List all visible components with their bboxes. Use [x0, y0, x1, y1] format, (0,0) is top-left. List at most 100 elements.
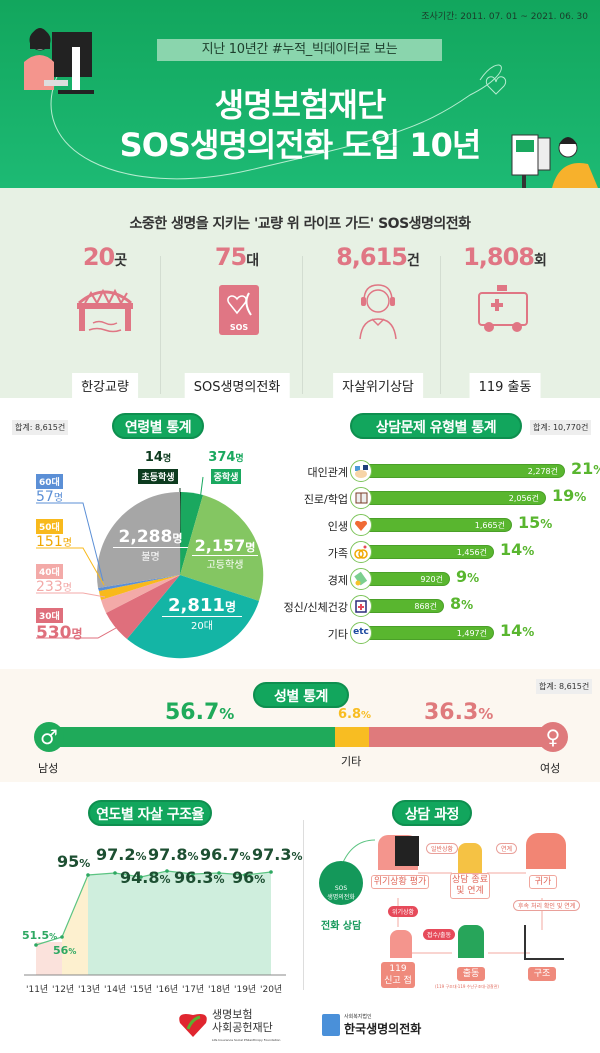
process-rescue: 구조 — [528, 967, 556, 981]
process-dispatch-note: (119 구조대·119 수난구조대·경찰관) — [435, 984, 499, 989]
monitor-icon — [395, 836, 419, 866]
rescue-value-2019: 96% — [232, 868, 266, 887]
rescue-value-2016: 97.8% — [148, 845, 199, 864]
counselor-headset-icon — [359, 284, 397, 340]
book-icon — [350, 487, 372, 509]
stat-bridges: 20곳 한강교량 — [45, 243, 165, 398]
stat-label: SOS생명의전화 — [184, 373, 290, 398]
sos-phone-icon: SOS — [219, 285, 259, 335]
year-label: '12년 — [52, 985, 75, 995]
problem-label: 경제 — [327, 574, 348, 587]
stat-unit: 회 — [534, 253, 547, 269]
counselor-illustration — [24, 28, 94, 94]
rescue-value-2020: 97.3% — [252, 845, 303, 864]
female-label: 여성 — [540, 762, 561, 775]
stat-value: 20 — [82, 243, 115, 271]
lifeline-korea-small: 사회복지법인 — [344, 1014, 372, 1020]
money-icon — [350, 568, 372, 590]
header-title-line1: 생명보험재단 — [214, 86, 387, 124]
rescue-scene-illustration — [524, 925, 564, 960]
age-label-40s: 40대 233명 — [36, 560, 72, 595]
age-label-elementary: 14명 초등학생 — [138, 450, 178, 484]
rescue-rate-line-chart — [24, 869, 286, 976]
year-label: '19년 — [234, 985, 257, 995]
rescue-value-2011: 51.5% — [22, 929, 58, 942]
problem-label: 기타 — [327, 628, 348, 641]
age-label-middle: 374명 중학생 — [208, 450, 244, 484]
header-banner: 조사기간: 2011. 07. 01 ~ 2021. 06. 30 지난 10년… — [0, 0, 600, 188]
problem-bar: 1,665건 — [360, 518, 512, 532]
age-leader-lines — [36, 476, 204, 639]
bridge-icon — [77, 288, 133, 333]
problem-bar: 920건 — [360, 572, 450, 586]
age-label-60s: 60대 57명 — [36, 470, 63, 505]
rescue-value-2017: 96.3% — [174, 868, 225, 887]
problem-bar: 1,456건 — [360, 545, 494, 559]
process-assess: 위기상황 평가 — [371, 875, 429, 889]
year-label: '20년 — [260, 985, 283, 995]
problem-pct: 14% — [500, 540, 535, 559]
process-followup-tag: 후속 처리 확인 및 연계 — [513, 900, 581, 911]
process-dispatch-tag: 접수/출동 — [423, 929, 456, 940]
problem-pct: 21% — [571, 459, 600, 478]
process-end: 상담 종료 및 연계 — [450, 873, 490, 899]
svg-text:SOS: SOS — [230, 323, 249, 332]
process-link-tag: 연계 — [496, 843, 518, 854]
male-label: 남성 — [38, 762, 59, 775]
gender-section: 성별 통계 합계: 8,615건 56.7% 6.8% 36.3% ♂ ♀ 남성… — [0, 669, 600, 782]
rescuer-illustration — [458, 925, 484, 958]
key-stats-section: 소중한 생명을 지키는 '교량 위 라이프 가드' SOS생명의전화 20곳 한… — [0, 188, 600, 398]
problem-total: 합계: 10,770건 — [530, 420, 592, 435]
stat-unit: 건 — [407, 253, 420, 269]
male-bar — [50, 727, 335, 747]
caller-illustration — [390, 930, 412, 958]
stats-heading: 소중한 생명을 지키는 '교량 위 라이프 가드' SOS생명의전화 — [129, 216, 471, 232]
lifeline-korea-name: 한국생명의전화 — [344, 1022, 422, 1036]
female-bar — [369, 727, 550, 747]
problem-bar: 2,278건 — [360, 464, 565, 478]
gender-total: 합계: 8,615건 — [536, 679, 593, 694]
process-dispatch: 출동 — [457, 967, 485, 981]
handshake-icon — [350, 460, 372, 482]
problem-row: 정신/신체건강 868건 8% — [284, 594, 590, 617]
stat-value: 8,615 — [336, 243, 408, 271]
process-general-tag: 일반상황 — [426, 843, 459, 854]
male-symbol-icon: ♂ — [34, 722, 64, 752]
age-label-unknown: 2,288명 불명 — [113, 527, 188, 563]
lifeline-korea-logo-icon — [322, 1014, 340, 1036]
family-hug-illustration — [526, 833, 566, 869]
other-pct: 6.8% — [338, 707, 372, 722]
age-label-20s: 2,811명 20대 — [162, 595, 242, 632]
divider — [302, 256, 303, 394]
foundation-name: 생명보험 사회공헌재단 Life Insurance Social Philanth… — [212, 1008, 281, 1042]
rescue-rate-title: 연도별 자살 구조율 — [88, 800, 212, 826]
problem-pct: 19% — [552, 486, 587, 505]
problem-label: 진로/학업 — [303, 493, 348, 506]
year-label: '11년 — [26, 985, 49, 995]
process-report: 119 신고 접수 — [381, 962, 415, 998]
male-pct: 56.7% — [165, 700, 235, 725]
rings-icon — [350, 541, 372, 563]
rescue-value-2012: 56% — [53, 944, 77, 957]
problem-bar: 2,056건 — [360, 491, 546, 505]
decorative-swirl-line — [50, 64, 507, 180]
stat-119-dispatch: 1,808회 119 출동 — [445, 243, 565, 398]
year-label: '18년 — [208, 985, 231, 995]
age-total: 합계: 8,615건 — [12, 420, 69, 435]
problem-label: 대인관계 — [307, 466, 348, 479]
year-label: '14년 — [104, 985, 127, 995]
problem-row: 진로/학업 2,056건 19% — [290, 486, 590, 509]
process-crisis-tag: 위기상황 — [388, 906, 419, 917]
process-home: 귀가 — [529, 875, 557, 889]
problem-row: 가족 1,456건 14% — [290, 540, 590, 563]
stat-label: 자살위기상담 — [333, 373, 423, 398]
rescue-value-2014: 97.2% — [96, 845, 147, 864]
problem-label: 인생 — [327, 520, 348, 533]
problem-row: 경제 920건 9% — [290, 567, 590, 590]
stat-unit: 곳 — [114, 253, 128, 269]
sos-phone-caller-illustration — [511, 134, 598, 188]
problem-label: 가족 — [327, 547, 348, 560]
stat-label: 한강교량 — [72, 373, 138, 398]
heart-leaf-logo-icon — [179, 1014, 207, 1037]
age-label-high: 2,157명 고등학생 — [192, 536, 258, 571]
